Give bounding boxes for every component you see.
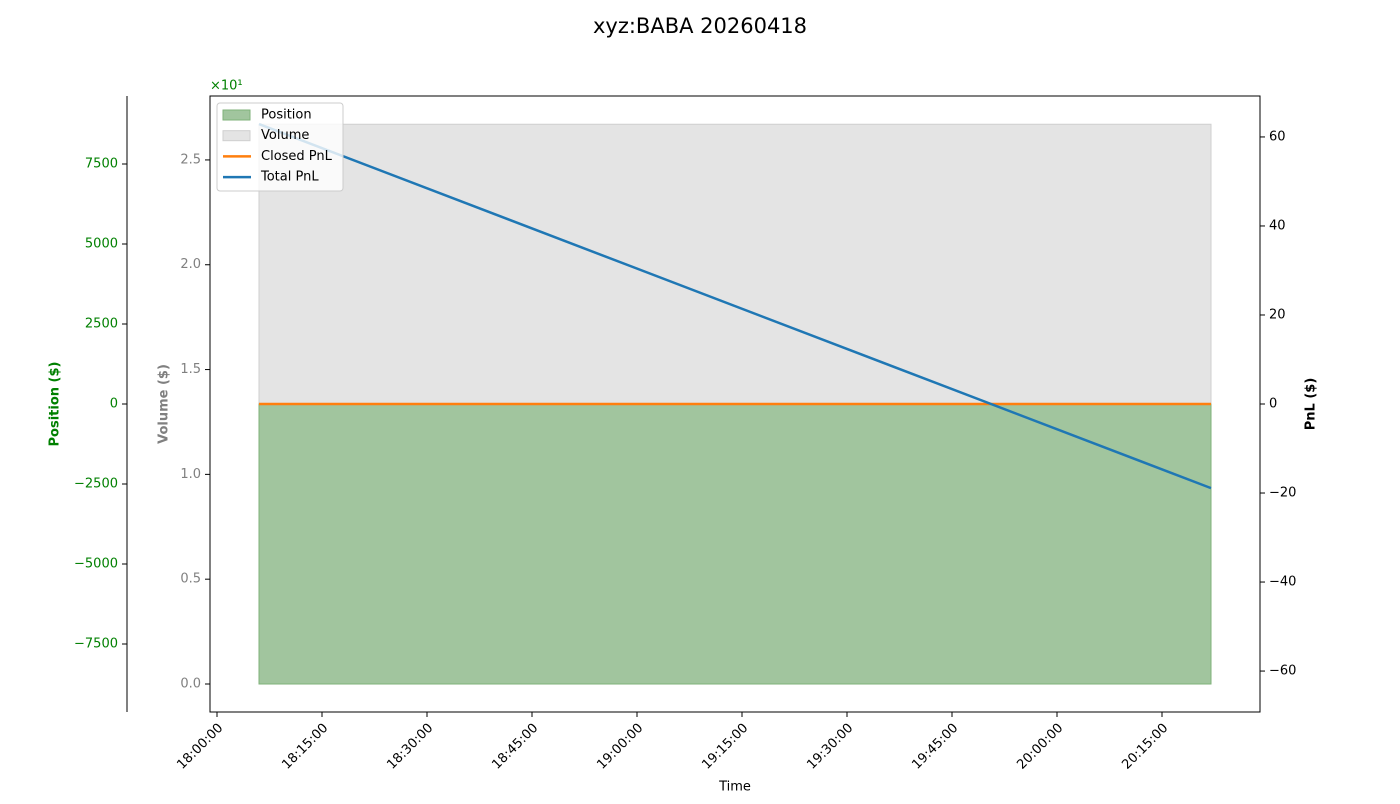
y-tick-label: −60 [1269, 664, 1296, 679]
legend-box [216, 102, 344, 192]
legend-swatch [222, 130, 251, 142]
y-axis-label: Volume ($) [157, 364, 172, 444]
x-tick-label: 18:45:00 [489, 721, 541, 773]
y-tick-label: −20 [1269, 486, 1296, 501]
x-axis-label: Time [718, 780, 751, 795]
legend-label: Total PnL [260, 170, 319, 185]
x-tick-label: 20:00:00 [1014, 721, 1066, 773]
y-offset-label: ×10¹ [210, 79, 243, 94]
x-tick-label: 19:30:00 [804, 721, 856, 773]
x-tick-label: 19:15:00 [699, 721, 751, 773]
y-tick-label: 40 [1269, 218, 1286, 233]
y-tick-label: 2500 [85, 317, 118, 332]
legend-label: Closed PnL [261, 149, 333, 164]
y-tick-label: 0 [110, 397, 118, 412]
x-tick-label: 20:15:00 [1119, 721, 1171, 773]
x-tick-label: 19:45:00 [909, 721, 961, 773]
y-tick-label: 5000 [85, 237, 118, 252]
y-axis-label: PnL ($) [1304, 378, 1319, 431]
y-tick-label: 1.0 [180, 467, 201, 482]
legend-swatch [222, 109, 251, 121]
y-tick-label: 1.5 [180, 362, 201, 377]
y-tick-label: −5000 [74, 557, 118, 572]
y-tick-label: 60 [1269, 129, 1286, 144]
chart-title: xyz:BABA 20260418 [593, 14, 807, 38]
line [258, 122, 1212, 490]
y-axis-label: Position ($) [48, 362, 63, 447]
area [258, 403, 1212, 685]
y-tick-label: 7500 [85, 157, 118, 172]
x-tick-label: 19:00:00 [594, 721, 646, 773]
y-tick-label: 2.5 [180, 152, 201, 167]
y-tick-label: −2500 [74, 477, 118, 492]
x-tick-label: 18:15:00 [279, 721, 331, 773]
y-tick-label: −40 [1269, 575, 1296, 590]
y-tick-label: 2.0 [180, 257, 201, 272]
legend-label: Position [261, 108, 312, 123]
y-tick-label: 20 [1269, 307, 1286, 322]
y-tick-label: 0.0 [180, 676, 201, 691]
x-tick-label: 18:30:00 [384, 721, 436, 773]
y-tick-label: 0.5 [180, 572, 201, 587]
y-tick-label: −7500 [74, 637, 118, 652]
x-tick-label: 18:00:00 [174, 721, 226, 773]
y-tick-label: 0 [1269, 397, 1277, 412]
legend-label: Volume [261, 128, 309, 143]
